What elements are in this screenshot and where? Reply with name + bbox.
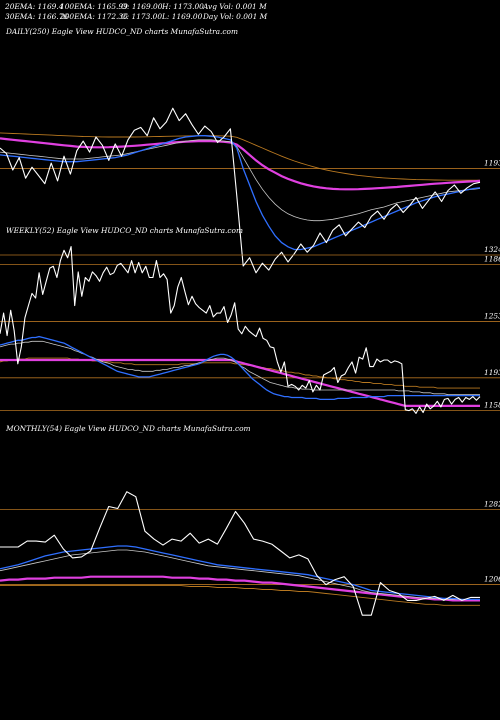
header-ema30: 30EMA: 1166.76 — [5, 12, 69, 21]
header-open: O: 1169.00 — [121, 2, 163, 11]
monthly-panel-title: MONTHLY(54) Eagle View HUDCO_ND charts M… — [6, 424, 251, 433]
header-ema200: 200EMA: 1172.36 — [60, 12, 128, 21]
monthly-price-line — [0, 491, 480, 616]
monthly-ytick-label: 1206 — [484, 575, 500, 584]
daily-panel: 1193 1186 — [0, 107, 500, 274]
weekly-ytick-label: 1253 — [484, 312, 500, 321]
monthly-ema-line-3 — [0, 575, 480, 602]
daily-ema-line-4 — [0, 132, 480, 181]
monthly-ema-line-1 — [0, 545, 480, 601]
daily-ema-line-1 — [0, 135, 481, 251]
weekly-ytick-label: 1158 — [484, 401, 500, 410]
weekly-price-line — [0, 246, 481, 414]
daily-ytick-label: 1193 — [484, 159, 500, 168]
header-ema20: 20EMA: 1169.4 — [5, 2, 64, 11]
weekly-panel: 1324 1253 1193 1158 — [0, 245, 500, 414]
header-high: H: 1173.00 — [162, 2, 204, 11]
header-ema100: 100EMA: 1165.99 — [60, 2, 128, 11]
monthly-ytick-label: 1282 — [484, 500, 500, 509]
weekly-ema-line-3 — [0, 358, 480, 407]
daily-panel-title: DAILY(250) Eagle View HUDCO_ND charts Mu… — [6, 27, 238, 36]
monthly-ema-line-2 — [0, 549, 480, 600]
monthly-ema-line-4 — [0, 585, 480, 606]
header-close: C: 1173.00 — [121, 12, 163, 21]
weekly-ema-line-1 — [0, 335, 480, 401]
weekly-ytick-label: 1193 — [484, 368, 500, 377]
header-day-vol: Day Vol: 0.001 M — [203, 12, 268, 21]
daily-ema-line-3 — [0, 137, 481, 191]
daily-ytick-label: 1186 — [484, 255, 500, 264]
monthly-panel: 1282 1206 — [0, 491, 500, 616]
daily-price-line — [0, 107, 481, 274]
weekly-ytick-label: 1324 — [484, 245, 500, 254]
daily-ema-line-2 — [0, 139, 481, 222]
header-avg-vol: Avg Vol: 0.001 M — [203, 2, 267, 11]
header-low: L: 1169.00 — [162, 12, 203, 21]
weekly-panel-title: WEEKLY(52) Eagle View HUDCO_ND charts Mu… — [6, 226, 243, 235]
